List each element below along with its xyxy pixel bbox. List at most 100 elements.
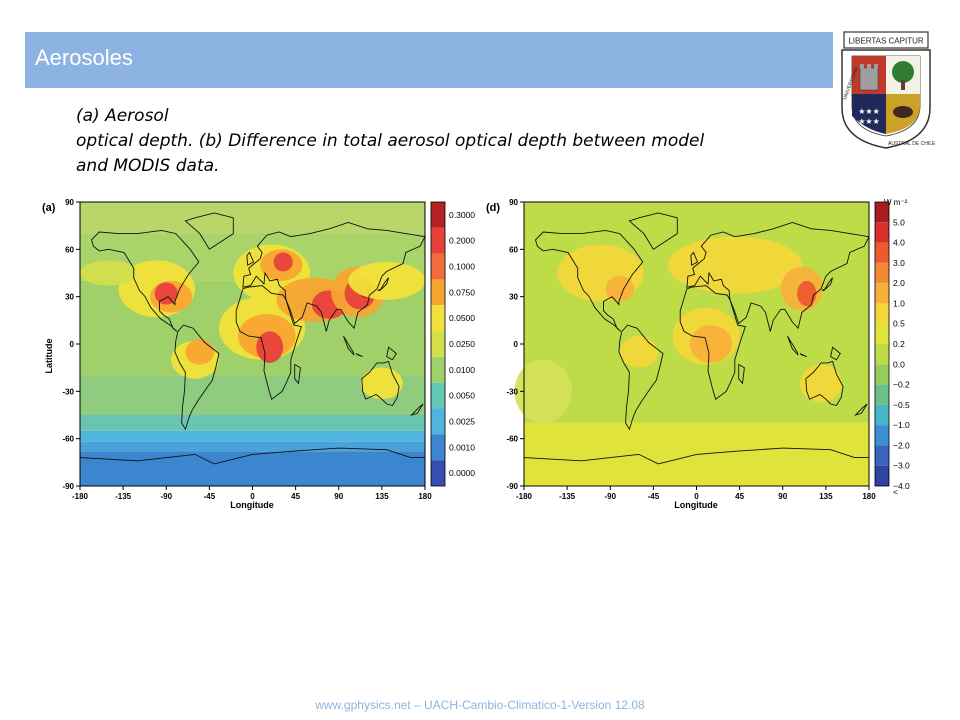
coastline [242, 222, 426, 332]
x-axis-label: Longitude [230, 500, 274, 510]
y-tick-label: -30 [506, 387, 518, 396]
colorbar-swatch [431, 305, 445, 332]
coastline [343, 335, 355, 356]
colorbar-label: 0.0025 [449, 416, 475, 426]
castle-icon [859, 67, 879, 91]
colorbar-swatch [875, 465, 889, 486]
colorbar-frame [874, 201, 890, 487]
colorbar-swatch [875, 283, 889, 304]
coastline [377, 277, 390, 291]
panel-label: (a) [42, 202, 56, 214]
aerosol-region [273, 252, 293, 272]
y-tick-label: 30 [509, 293, 518, 302]
y-tick-label: 60 [65, 245, 74, 254]
panel-label: (d) [486, 202, 500, 214]
difference-region [797, 280, 817, 307]
coastline [618, 324, 664, 431]
y-axis-label: Latitude [44, 339, 54, 374]
colorbar-swatch [875, 222, 889, 243]
aerosol-region [185, 339, 215, 365]
x-tick-label: 90 [778, 492, 787, 501]
x-tick-label: -90 [604, 492, 616, 501]
aerosol-optical-depth-map: (a) Latitude 90 60 30 0 -30 -60 -90 -180 -135 -9… [42, 198, 475, 510]
colorbar-label: −3.0 [893, 461, 910, 471]
difference-region [689, 325, 732, 363]
colorbar-label: 0.2 [893, 339, 905, 349]
map-background-band [80, 430, 425, 442]
coastline [90, 229, 200, 332]
colorbar-label: < [893, 487, 898, 497]
title-bar: Aerosoles [25, 32, 833, 88]
y-ticks: 90 60 30 0 -30 -60 -90 [62, 198, 80, 491]
y-tick-label: -90 [506, 482, 518, 491]
colorbar-label: 0.0010 [449, 442, 475, 452]
x-tick-label: 0 [694, 492, 699, 501]
x-axis-label: Longitude [674, 500, 718, 510]
caption-line: (a) Aerosol [76, 106, 169, 126]
y-tick-label: -30 [62, 387, 74, 396]
colorbar-label: 5.0 [893, 217, 905, 227]
colorbar-label: −0.2 [893, 380, 910, 390]
colorbar-label: −1.0 [893, 420, 910, 430]
coastline [355, 353, 363, 358]
colorbar-swatch [875, 344, 889, 365]
colorbar-swatch [875, 303, 889, 324]
x-tick-label: 0 [250, 492, 255, 501]
colorbar-swatch [431, 227, 445, 254]
y-tick-label: -90 [62, 482, 74, 491]
animal-icon [893, 106, 913, 118]
colorbar: 0.3000 0.2000 0.1000 0.0750 0.0500 0.0250 0.01… [430, 201, 475, 487]
y-tick-label: -60 [62, 435, 74, 444]
colorbar: 5.0 4.0 3.0 2.0 1.0 0.5 0.2 0.0 −0.2 −0.5 −1.0 −2.0… [874, 201, 910, 497]
colorbar-label: −4.0 [893, 481, 910, 491]
x-tick-label: 180 [862, 492, 876, 501]
coastline [830, 346, 841, 361]
difference-region [514, 359, 572, 423]
x-tick-label: 135 [375, 492, 389, 501]
colorbar-label: 0.0000 [449, 468, 475, 478]
aerosol-region [348, 261, 425, 300]
y-tick-label: 60 [509, 245, 518, 254]
y-tick-label: -60 [506, 435, 518, 444]
coastline [628, 212, 678, 250]
colorbar-swatch [431, 434, 445, 461]
colorbar-swatch [431, 253, 445, 280]
colorbar-label: 3.0 [893, 258, 905, 268]
coastline [738, 363, 745, 385]
x-tick-label: -180 [516, 492, 533, 501]
difference-region [800, 364, 843, 403]
slide-title: Aerosoles [35, 45, 133, 70]
difference-region [619, 336, 659, 368]
difference-region [667, 236, 802, 294]
tree-icon [892, 61, 914, 83]
colorbar-label: 4.0 [893, 238, 905, 248]
aerosol-region [154, 282, 178, 305]
colorbar-swatch [875, 404, 889, 426]
coastline [821, 277, 834, 291]
logo-ring-right: AUSTRAL DE CHILE [888, 141, 936, 147]
map-background-band [80, 441, 425, 452]
map-background-band [80, 451, 425, 486]
y-ticks: 90 60 30 0 -30 -60 -90 [506, 198, 524, 491]
coastline [799, 353, 807, 358]
coastline [386, 346, 397, 361]
aerosol-region [360, 367, 403, 400]
map-background-band [80, 202, 425, 234]
coastline [686, 222, 870, 332]
colorbar-label: 0.0050 [449, 391, 475, 401]
colorbar-swatch [875, 425, 889, 446]
aerosol-difference-map: (d) 90 60 30 0 -30 -60 -90 -180 -135 -90 -45 0 45 90… [486, 198, 910, 510]
colorbar-swatch [875, 364, 889, 385]
caption-line: and MODIS data. [76, 156, 220, 176]
svg-text:★★★: ★★★ [858, 117, 880, 126]
map-background-band [80, 415, 425, 431]
colorbar-swatch [875, 262, 889, 284]
x-tick-label: -45 [204, 492, 216, 501]
map-plot-area [514, 201, 870, 487]
figure-caption: (a) Aerosol optical depth. (b) Differenc… [76, 104, 806, 179]
y-tick-label: 90 [509, 198, 518, 207]
colorbar-swatch [431, 408, 445, 435]
y-tick-label: 0 [70, 340, 75, 349]
caption-line: optical depth. (b) Difference in total a… [76, 131, 705, 151]
coastline [690, 251, 699, 266]
